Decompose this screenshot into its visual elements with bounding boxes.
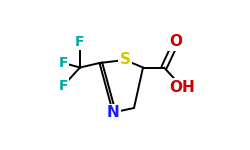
Text: F: F: [75, 35, 85, 49]
Text: N: N: [106, 105, 120, 120]
Text: OH: OH: [169, 80, 195, 94]
Text: O: O: [170, 34, 182, 50]
Text: F: F: [59, 56, 68, 70]
Text: S: S: [120, 52, 130, 68]
Text: F: F: [59, 78, 68, 93]
